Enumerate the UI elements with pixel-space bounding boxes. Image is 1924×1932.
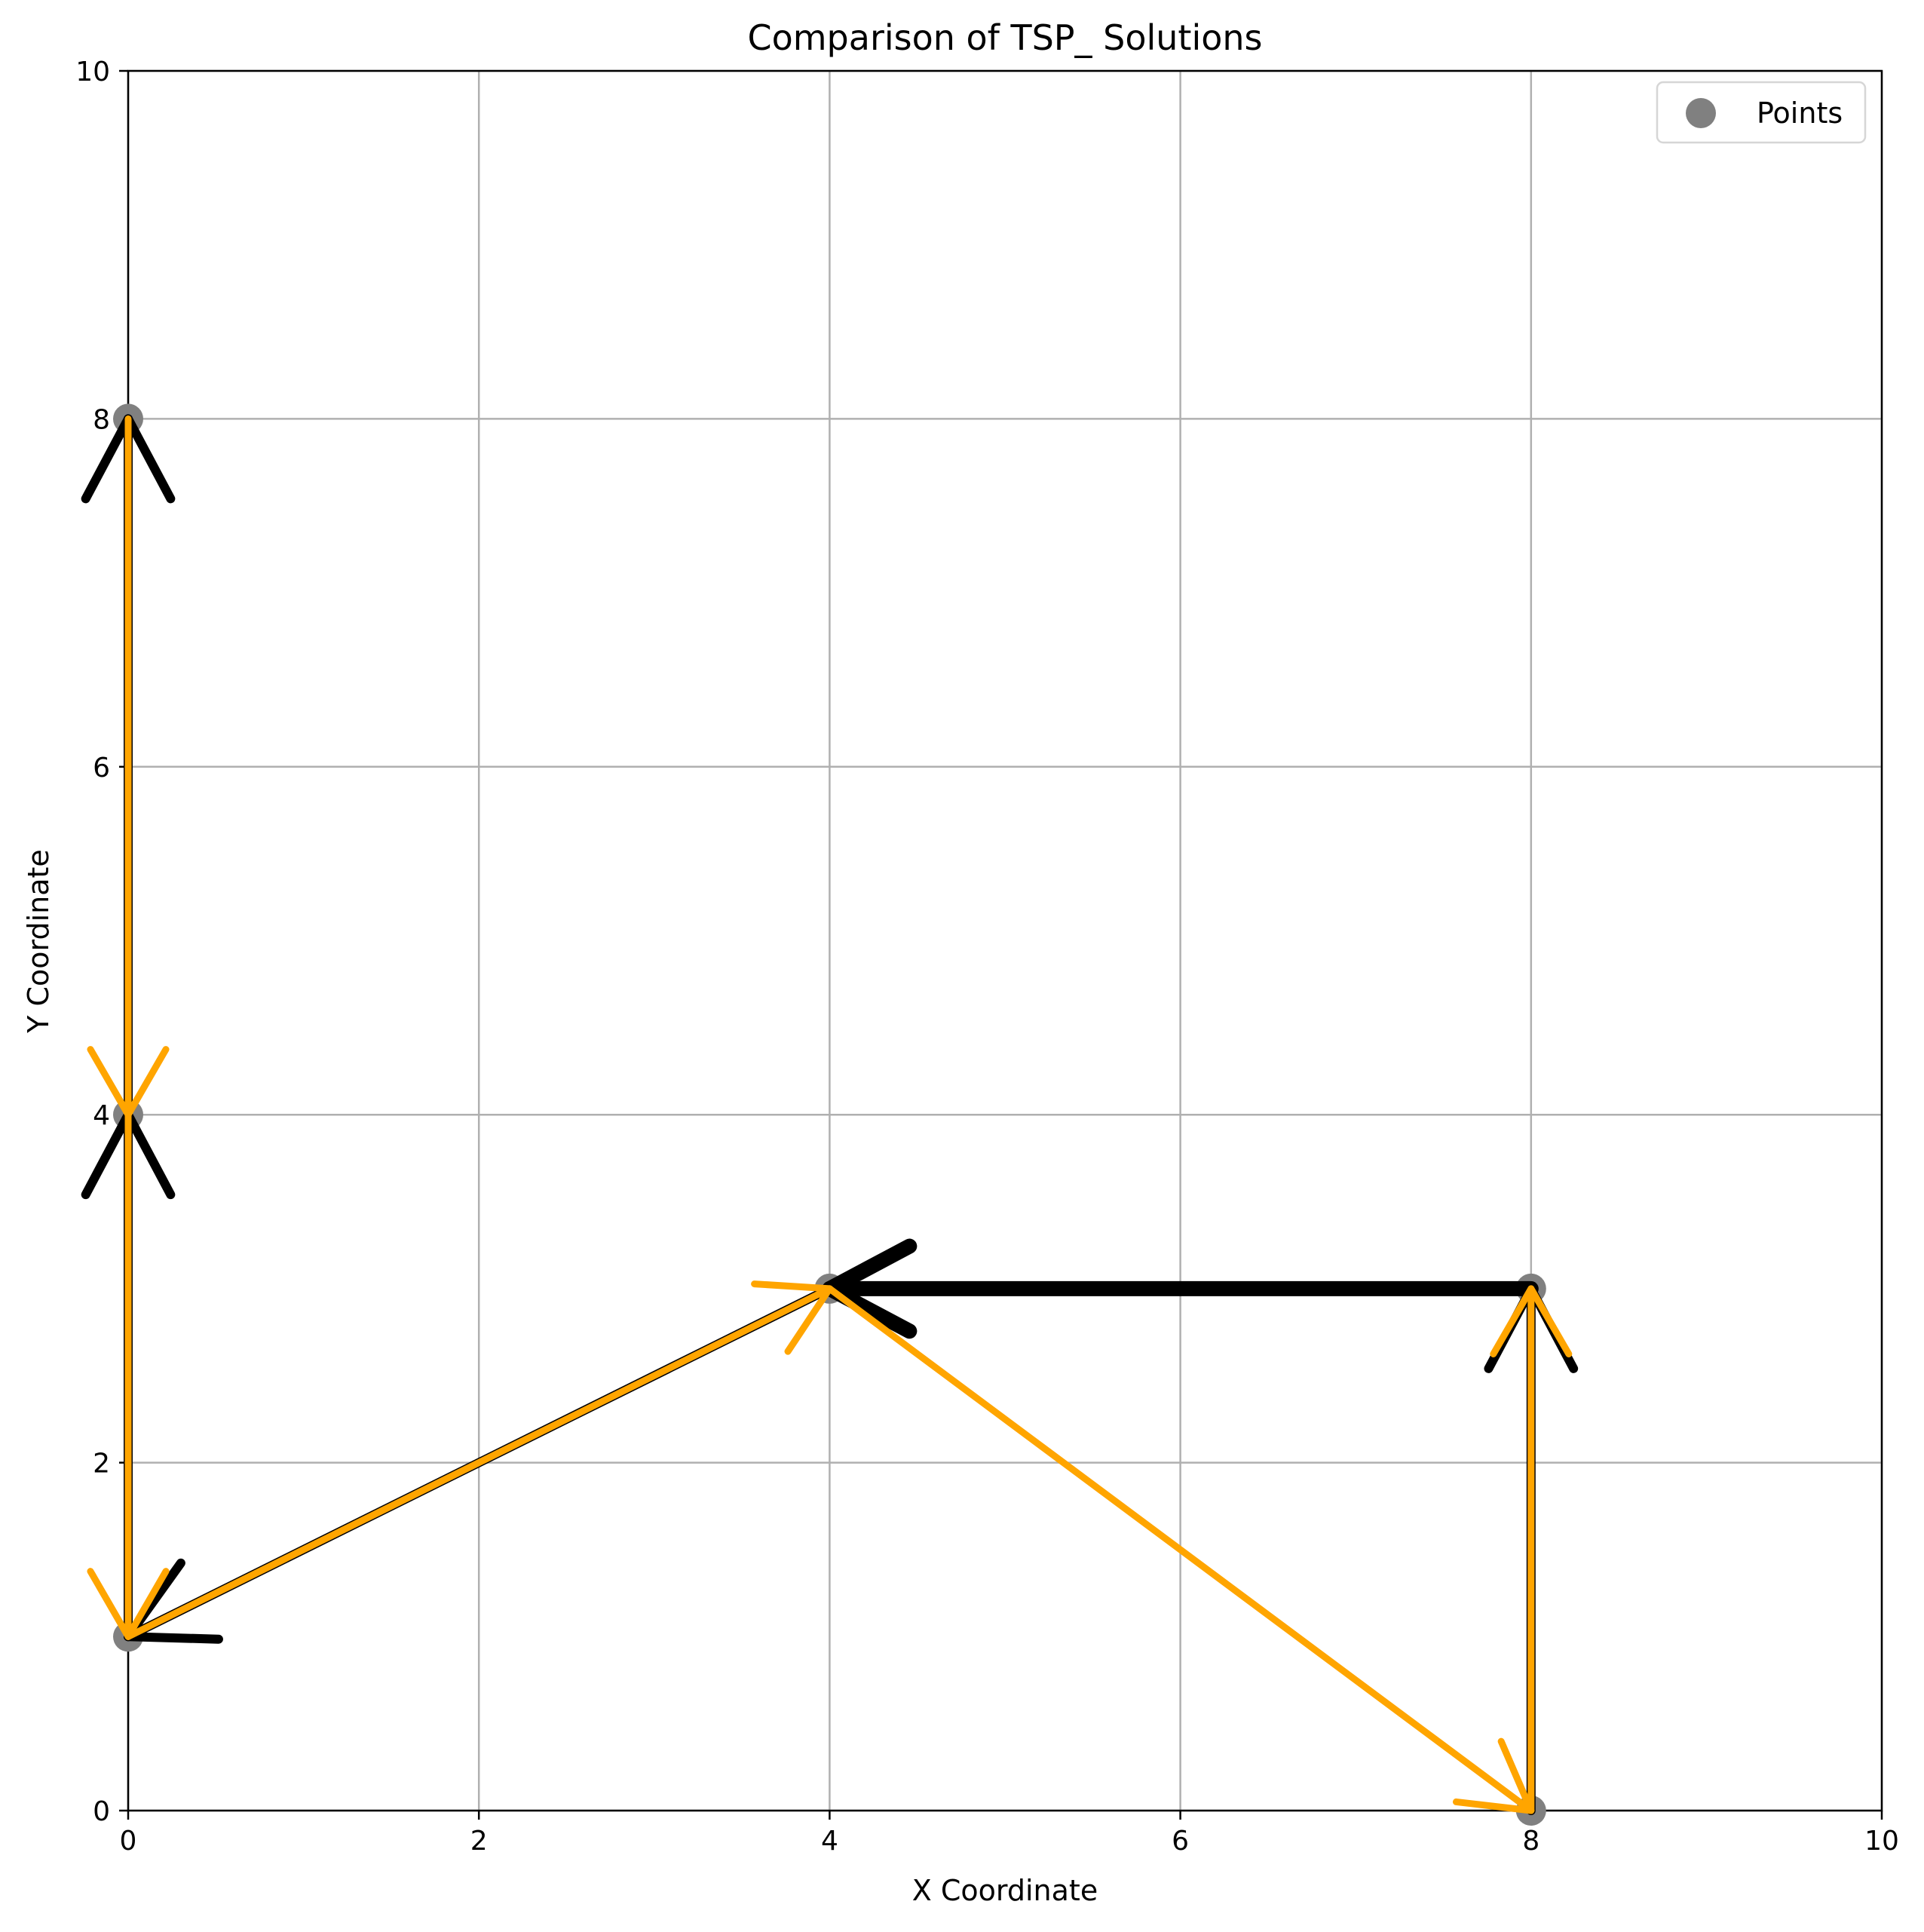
x-tick-label-0: 0 [120,1826,137,1857]
chart-title: Comparison of TSP_ Solutions [747,17,1262,58]
orange-route-arrow-shaft-2 [124,1285,833,1640]
y-tick-label-5: 10 [75,57,110,87]
axis-ticks: 0 2 4 6 8 10 0 2 4 6 8 10 [75,57,1899,1857]
y-tick-label-4: 8 [93,404,110,435]
legend-box [1656,81,1867,144]
orange-route-arrow-shaft-3 [826,1285,1535,1814]
y-tick-label-1: 2 [93,1449,110,1480]
legend: Points [1656,81,1867,144]
x-tick-label-2: 4 [821,1826,838,1857]
x-tick-label-4: 8 [1522,1826,1540,1857]
x-tick-label-1: 2 [470,1826,488,1857]
y-tick-label-0: 0 [93,1796,110,1827]
x-axis-label: X Coordinate [912,1874,1098,1907]
legend-marker-points [1686,98,1716,128]
orange-route-arrows [87,415,1573,1814]
y-axis-label: Y Coordinate [22,849,55,1034]
y-tick-label-3: 6 [93,753,110,784]
orange-route-arrow-4 [1490,1285,1573,1814]
orange-route-arrow-head-4 [1490,1285,1573,1358]
y-tick-label-2: 4 [93,1100,110,1131]
x-tick-label-3: 6 [1172,1826,1189,1857]
legend-label-points: Points [1757,97,1843,130]
x-tick-label-5: 10 [1864,1826,1899,1857]
